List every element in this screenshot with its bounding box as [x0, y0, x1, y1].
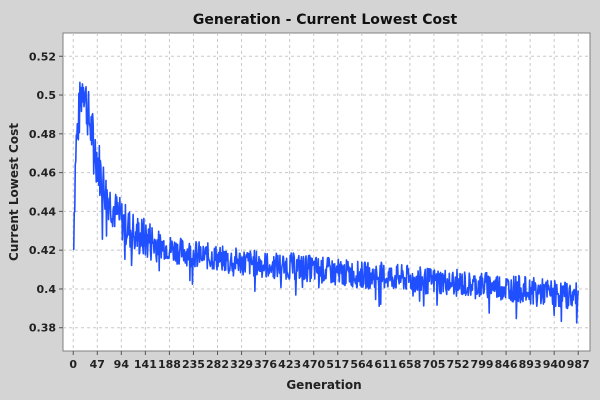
- axis-layer: [59, 55, 579, 355]
- x-tick-label: 188: [158, 358, 181, 371]
- x-tick-label: 611: [374, 358, 397, 371]
- y-tick-label: 0.46: [29, 167, 56, 180]
- y-axis-title: Current Lowest Cost: [7, 123, 21, 261]
- y-tick-label: 0.38: [29, 322, 56, 335]
- y-tick-label: 0.4: [37, 283, 57, 296]
- x-tick-label: 47: [90, 358, 105, 371]
- x-tick-label: 658: [398, 358, 421, 371]
- x-tick-label: 470: [302, 358, 325, 371]
- series-line: [72, 81, 580, 324]
- x-tick-label: 94: [114, 358, 130, 371]
- x-tick-label: 0: [69, 358, 77, 371]
- plot-area: [62, 32, 591, 352]
- x-tick-label: 282: [206, 358, 229, 371]
- x-tick-label: 940: [543, 358, 566, 371]
- chart-title: Generation - Current Lowest Cost: [193, 12, 458, 28]
- y-tick-label: 0.48: [29, 128, 56, 141]
- y-tick-label: 0.42: [29, 244, 56, 257]
- x-tick-label: 705: [422, 358, 445, 371]
- x-tick-label: 752: [447, 358, 470, 371]
- x-tick-label: 141: [134, 358, 157, 371]
- x-tick-label: 893: [519, 358, 542, 371]
- x-tick-label: 235: [182, 358, 205, 371]
- x-axis-title: Generation: [286, 378, 361, 392]
- tick-layer: 0.38 0.4 0.42 0.44 0.46 0.48 0.5 0.52 0 47 94 141 18…: [29, 50, 590, 371]
- x-tick-label: 564: [350, 358, 373, 371]
- x-tick-label: 846: [495, 358, 518, 371]
- x-tick-label: 376: [254, 358, 277, 371]
- x-tick-label: 423: [278, 358, 301, 371]
- y-tick-label: 0.44: [29, 205, 56, 218]
- x-tick-label: 987: [567, 358, 590, 371]
- series-layer: [72, 81, 580, 324]
- x-tick-label: 517: [326, 358, 349, 371]
- x-tick-label: 329: [230, 358, 253, 371]
- y-tick-label: 0.5: [37, 89, 57, 102]
- y-tick-label: 0.52: [29, 50, 56, 63]
- x-tick-label: 799: [471, 358, 494, 371]
